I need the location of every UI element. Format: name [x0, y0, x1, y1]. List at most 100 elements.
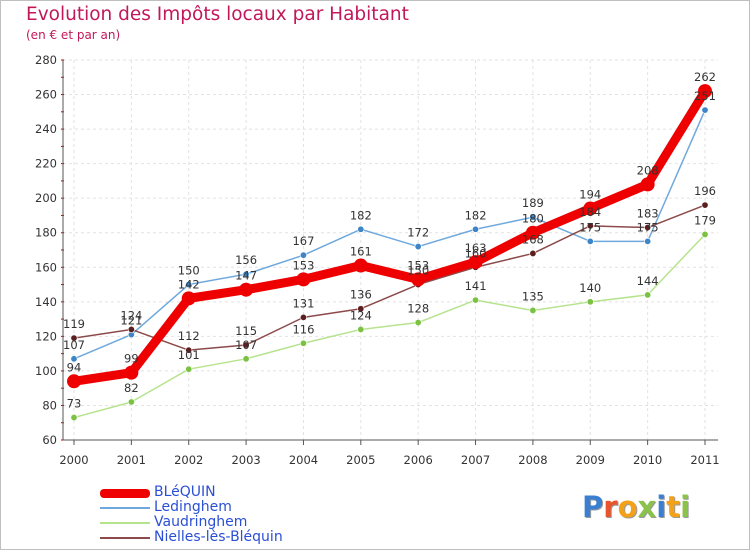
data-label-nielles-les-blequin: 150	[407, 264, 429, 278]
data-label-ledinghem: 172	[407, 226, 429, 240]
data-point-nielles-les-blequin	[127, 325, 135, 333]
data-label-ledinghem: 182	[350, 208, 372, 222]
x-tick-label: 2003	[231, 453, 260, 467]
legend-item-vaudringhem: Vaudringhem	[100, 514, 340, 530]
data-label-vaudringhem: 82	[124, 381, 139, 395]
data-point-blequin	[181, 291, 196, 306]
data-point-vaudringhem	[357, 325, 365, 333]
legend-item-blequin: BLéQUIN	[100, 484, 340, 500]
data-label-vaudringhem: 135	[522, 289, 544, 303]
x-tick-label: 2001	[117, 453, 146, 467]
y-tick-label: 100	[35, 364, 57, 378]
data-label-blequin: 180	[522, 212, 544, 226]
data-label-vaudringhem: 124	[350, 308, 372, 322]
x-tick-label: 2000	[59, 453, 88, 467]
chart-subtitle: (en € et par an)	[26, 28, 121, 42]
data-point-blequin	[640, 177, 655, 192]
data-point-ledinghem	[472, 225, 480, 233]
data-label-ledinghem: 156	[235, 253, 257, 267]
data-point-nielles-les-blequin	[299, 313, 307, 321]
x-tick-label: 2005	[346, 453, 375, 467]
y-tick-label: 260	[35, 88, 57, 102]
x-tick-label: 2010	[633, 453, 662, 467]
logo-letter: i	[656, 490, 667, 524]
plot-area	[63, 60, 718, 440]
data-label-blequin: 163	[465, 241, 487, 255]
data-point-nielles-les-blequin	[701, 201, 709, 209]
data-label-ledinghem: 175	[637, 220, 659, 234]
data-label-blequin: 161	[350, 245, 372, 259]
series-line-ledinghem	[73, 109, 706, 360]
data-label-ledinghem: 182	[465, 208, 487, 222]
logo-letter: P	[582, 490, 604, 524]
chart-title: Evolution des Impôts locaux par Habitant	[26, 4, 409, 25]
data-label-vaudringhem: 179	[694, 213, 716, 227]
data-point-ledinghem	[357, 225, 365, 233]
legend-item-nielles: Nielles-lès-Bléquin	[100, 529, 340, 545]
data-point-nielles-les-blequin	[185, 346, 193, 354]
data-point-ledinghem	[242, 270, 250, 278]
data-label-ledinghem: 167	[292, 234, 314, 248]
data-point-ledinghem	[70, 355, 78, 363]
data-point-nielles-les-blequin	[586, 222, 594, 230]
data-point-nielles-les-blequin	[529, 249, 537, 257]
legend-label-vaudringhem: Vaudringhem	[154, 514, 248, 530]
data-label-vaudringhem: 140	[579, 281, 601, 295]
data-point-blequin	[67, 374, 81, 389]
data-label-nielles-les-blequin: 160	[465, 246, 487, 260]
data-label-nielles-les-blequin: 183	[637, 207, 659, 221]
legend-item-ledinghem: Ledinghem	[100, 499, 340, 515]
y-tick-label: 160	[35, 260, 57, 274]
data-point-blequin	[583, 201, 598, 216]
data-point-ledinghem	[586, 237, 594, 245]
data-label-vaudringhem: 107	[235, 338, 257, 352]
data-point-blequin	[296, 272, 311, 287]
data-label-ledinghem: 189	[522, 196, 544, 210]
data-point-nielles-les-blequin	[644, 224, 652, 232]
proxiti-logo: Proxiti	[582, 490, 690, 524]
legend-swatch-nielles	[100, 537, 150, 539]
data-point-ledinghem	[299, 251, 307, 259]
data-label-ledinghem: 150	[178, 264, 200, 278]
data-label-vaudringhem: 101	[178, 348, 200, 362]
data-label-nielles-les-blequin: 131	[292, 296, 314, 310]
data-point-nielles-les-blequin	[70, 334, 78, 342]
data-point-vaudringhem	[644, 291, 652, 299]
data-point-blequin	[239, 282, 254, 297]
y-tick-label: 280	[35, 53, 57, 67]
data-label-ledinghem: 251	[694, 89, 716, 103]
data-point-ledinghem	[701, 106, 709, 114]
data-label-blequin: 262	[694, 70, 716, 84]
data-point-vaudringhem	[472, 296, 480, 304]
data-label-nielles-les-blequin: 136	[350, 288, 372, 302]
data-label-vaudringhem: 116	[292, 322, 314, 336]
data-label-ledinghem: 121	[120, 314, 142, 328]
logo-letter: i	[680, 490, 691, 524]
data-point-vaudringhem	[299, 339, 307, 347]
data-point-vaudringhem	[414, 319, 422, 327]
data-point-vaudringhem	[529, 306, 537, 314]
logo-letter: o	[617, 490, 638, 524]
data-label-nielles-les-blequin: 119	[63, 317, 85, 331]
x-tick-label: 2004	[289, 453, 318, 467]
data-label-blequin: 142	[178, 277, 200, 291]
data-label-blequin: 147	[235, 269, 257, 283]
data-point-ledinghem	[414, 243, 422, 251]
data-label-vaudringhem: 141	[465, 279, 487, 293]
data-point-vaudringhem	[586, 298, 594, 306]
data-label-vaudringhem: 144	[637, 274, 659, 288]
x-tick-label: 2011	[690, 453, 719, 467]
data-point-vaudringhem	[242, 355, 250, 363]
data-point-vaudringhem	[185, 365, 193, 373]
logo-letter: x	[637, 490, 657, 524]
data-point-blequin	[411, 272, 426, 287]
legend-swatch-ledinghem	[100, 507, 150, 509]
logo-letter: t	[666, 490, 681, 524]
data-point-vaudringhem	[701, 230, 709, 238]
data-label-ledinghem: 175	[579, 220, 601, 234]
data-label-nielles-les-blequin: 184	[579, 205, 601, 219]
x-tick-label: 2009	[576, 453, 605, 467]
data-point-vaudringhem	[127, 398, 135, 406]
data-label-vaudringhem: 128	[407, 302, 429, 316]
